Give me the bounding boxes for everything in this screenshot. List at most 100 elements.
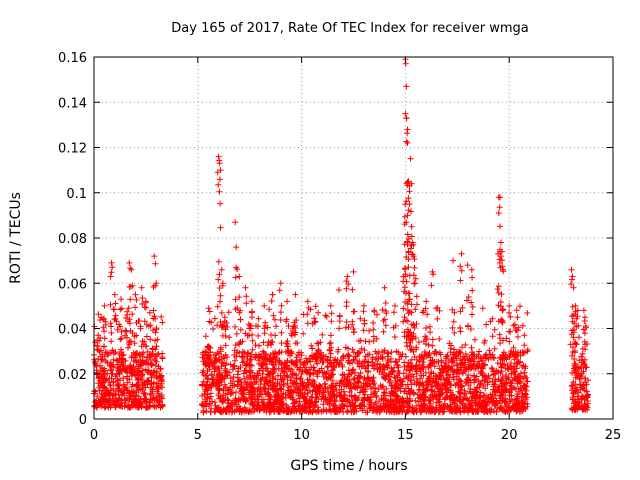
- data-point: [355, 379, 362, 386]
- data-point: [145, 367, 152, 374]
- data-point: [110, 363, 117, 370]
- data-point: [449, 306, 456, 313]
- data-point: [215, 276, 222, 283]
- data-point: [506, 338, 513, 345]
- data-point: [303, 383, 310, 389]
- data-point: [125, 344, 131, 351]
- data-point: [108, 323, 115, 330]
- data-point: [265, 402, 272, 408]
- data-point: [573, 402, 580, 409]
- data-point: [404, 140, 411, 146]
- data-point: [492, 370, 499, 377]
- data-point: [127, 296, 134, 303]
- data-point: [453, 373, 460, 380]
- data-point: [293, 354, 300, 361]
- data-point: [393, 348, 400, 355]
- data-point: [472, 376, 479, 383]
- data-point: [298, 349, 305, 356]
- data-point: [442, 359, 449, 366]
- data-point: [328, 318, 335, 325]
- data-point: [360, 380, 367, 387]
- data-point: [405, 385, 412, 392]
- data-point: [104, 389, 110, 396]
- data-point: [150, 379, 157, 386]
- data-point: [214, 349, 221, 356]
- data-point: [320, 373, 327, 380]
- data-point: [458, 250, 465, 257]
- data-point: [266, 355, 273, 362]
- data-point: [261, 330, 268, 337]
- data-point: [458, 382, 465, 389]
- data-point: [392, 384, 399, 391]
- data-point: [381, 284, 388, 291]
- data-point: [461, 355, 468, 362]
- data-point: [134, 350, 141, 357]
- chart-title: Day 165 of 2017, Rate Of TEC Index for r…: [171, 21, 528, 36]
- data-point: [401, 266, 408, 273]
- data-point: [382, 322, 389, 329]
- data-point: [261, 302, 268, 309]
- data-point: [519, 349, 526, 356]
- data-point: [582, 379, 589, 386]
- data-point: [493, 409, 500, 415]
- data-point: [465, 294, 472, 300]
- data-point: [572, 302, 579, 309]
- data-point: [155, 380, 162, 387]
- data-point: [280, 381, 287, 388]
- data-point: [426, 377, 433, 384]
- data-point: [480, 408, 487, 415]
- data-point: [514, 361, 521, 368]
- data-point: [100, 375, 107, 382]
- data-point: [411, 322, 417, 329]
- data-point: [428, 282, 435, 289]
- data-point: [423, 336, 430, 343]
- data-point: [496, 194, 503, 201]
- data-point: [151, 253, 158, 260]
- data-point: [96, 387, 103, 394]
- data-point: [408, 301, 415, 308]
- data-point: [396, 370, 403, 377]
- data-point: [404, 408, 411, 415]
- data-point: [440, 404, 447, 411]
- data-point: [519, 399, 526, 406]
- data-point: [569, 352, 575, 359]
- data-point: [320, 359, 327, 366]
- data-point: [122, 327, 129, 334]
- data-point: [233, 353, 240, 360]
- data-point: [243, 293, 250, 300]
- data-point: [524, 310, 531, 316]
- data-point: [476, 348, 483, 355]
- data-point: [500, 337, 506, 344]
- data-point: [457, 308, 464, 315]
- data-point: [380, 405, 387, 412]
- data-point: [129, 396, 136, 403]
- data-point: [417, 368, 424, 375]
- data-point: [101, 302, 108, 309]
- data-point: [128, 266, 135, 273]
- data-point: [453, 362, 460, 369]
- data-point: [329, 377, 336, 384]
- data-point: [222, 326, 229, 333]
- data-point: [450, 368, 457, 375]
- data-point: [270, 312, 277, 319]
- data-point: [284, 298, 291, 305]
- data-point: [491, 355, 498, 362]
- data-point: [411, 256, 418, 262]
- data-point: [107, 382, 114, 389]
- data-point: [248, 298, 255, 305]
- data-point: [364, 376, 371, 383]
- data-point: [462, 405, 468, 412]
- data-point: [272, 356, 279, 363]
- data-point: [347, 370, 354, 377]
- data-point: [202, 348, 209, 355]
- data-point: [131, 333, 138, 340]
- data-point: [273, 323, 280, 330]
- data-point: [150, 402, 157, 409]
- data-point: [211, 399, 218, 406]
- data-point: [218, 266, 225, 273]
- data-point: [469, 304, 476, 310]
- data-point: [410, 272, 417, 279]
- data-point: [349, 346, 356, 353]
- data-point: [490, 383, 497, 390]
